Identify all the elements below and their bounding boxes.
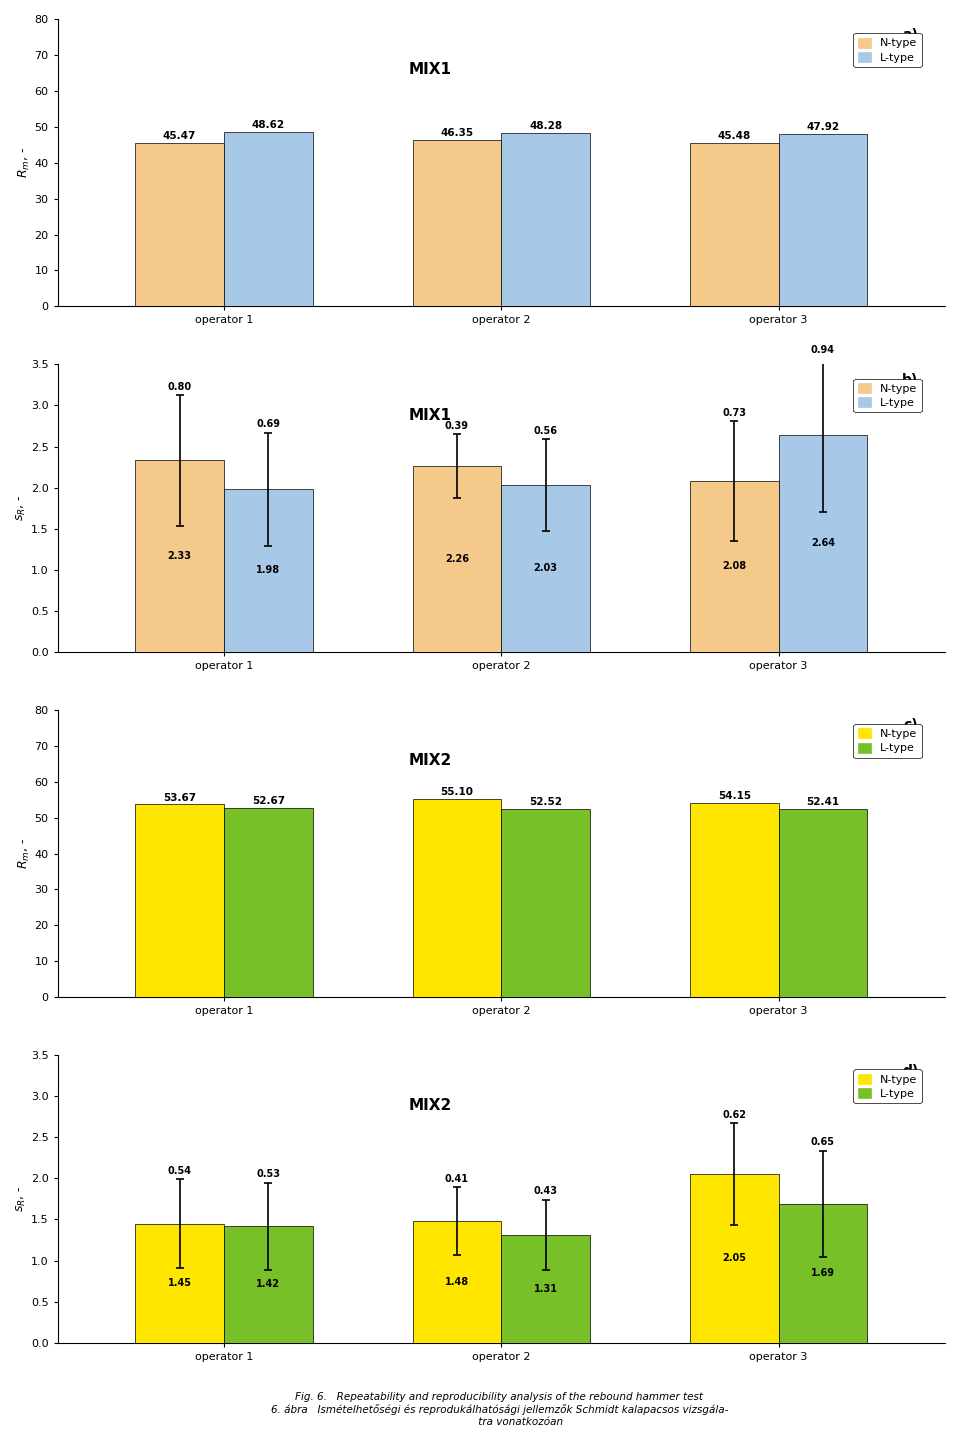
Text: 1.31: 1.31 (534, 1283, 558, 1293)
Text: 2.08: 2.08 (722, 561, 746, 571)
Text: 48.62: 48.62 (252, 120, 285, 130)
Text: 0.53: 0.53 (256, 1169, 280, 1179)
Text: 0.54: 0.54 (168, 1166, 192, 1176)
Legend: N-type, L-type: N-type, L-type (853, 379, 922, 413)
Y-axis label: $s_{R}$, -: $s_{R}$, - (15, 1186, 28, 1212)
Bar (779, 809, 867, 997)
Legend: N-type, L-type: N-type, L-type (853, 33, 922, 67)
Bar (224, 1226, 313, 1342)
Bar (501, 809, 590, 997)
Text: 47.92: 47.92 (806, 122, 840, 132)
Text: 0.80: 0.80 (168, 381, 192, 391)
Bar (690, 1174, 779, 1342)
Bar (501, 133, 590, 307)
Bar (224, 132, 313, 307)
Bar (224, 489, 313, 652)
Text: MIX2: MIX2 (409, 753, 452, 769)
Bar (224, 807, 313, 997)
Text: 2.26: 2.26 (445, 554, 469, 564)
Legend: N-type, L-type: N-type, L-type (853, 724, 922, 757)
Text: a): a) (902, 27, 919, 42)
Text: 55.10: 55.10 (441, 787, 473, 797)
Text: 1.45: 1.45 (168, 1278, 192, 1288)
Bar (413, 799, 501, 997)
Text: 0.41: 0.41 (445, 1174, 469, 1184)
Text: 2.05: 2.05 (722, 1253, 746, 1263)
Bar (413, 466, 501, 652)
Y-axis label: $R_{m}$, -: $R_{m}$, - (16, 837, 32, 869)
Text: 1.98: 1.98 (256, 565, 280, 575)
Bar (690, 480, 779, 652)
Bar (501, 1235, 590, 1342)
Text: 45.48: 45.48 (718, 130, 751, 141)
Text: 2.03: 2.03 (534, 564, 558, 574)
Bar (779, 135, 867, 307)
Text: 0.43: 0.43 (534, 1186, 558, 1196)
Text: 52.52: 52.52 (529, 797, 563, 807)
Text: 2.64: 2.64 (811, 538, 835, 548)
Text: 53.67: 53.67 (163, 793, 196, 803)
Text: 0.62: 0.62 (722, 1110, 746, 1120)
Text: 0.56: 0.56 (534, 426, 558, 436)
Bar (135, 460, 224, 652)
Bar (135, 143, 224, 307)
Text: 0.69: 0.69 (256, 419, 280, 429)
Bar (690, 143, 779, 307)
Text: 0.94: 0.94 (811, 344, 835, 354)
Text: Fig. 6.   Repeatability and reproducibility analysis of the rebound hammer test
: Fig. 6. Repeatability and reproducibilit… (271, 1392, 728, 1427)
Text: c): c) (903, 718, 919, 733)
Text: 1.69: 1.69 (811, 1268, 835, 1278)
Legend: N-type, L-type: N-type, L-type (853, 1070, 922, 1103)
Text: 54.15: 54.15 (718, 792, 751, 802)
Text: 0.65: 0.65 (811, 1137, 835, 1147)
Text: MIX1: MIX1 (409, 407, 452, 423)
Text: b): b) (902, 373, 919, 387)
Bar (779, 435, 867, 652)
Bar (413, 141, 501, 307)
Y-axis label: $s_{R}$, -: $s_{R}$, - (15, 495, 28, 522)
Text: 1.42: 1.42 (256, 1279, 280, 1289)
Text: 48.28: 48.28 (529, 120, 563, 130)
Text: 0.73: 0.73 (722, 407, 746, 417)
Bar (413, 1222, 501, 1342)
Text: 52.67: 52.67 (252, 796, 285, 806)
Bar (779, 1205, 867, 1342)
Text: 46.35: 46.35 (441, 128, 473, 138)
Text: 45.47: 45.47 (163, 132, 197, 141)
Text: MIX2: MIX2 (409, 1098, 452, 1113)
Text: MIX1: MIX1 (409, 62, 452, 77)
Text: 1.48: 1.48 (444, 1276, 469, 1286)
Bar (135, 804, 224, 997)
Bar (501, 485, 590, 652)
Bar (690, 803, 779, 997)
Text: 0.39: 0.39 (445, 422, 469, 432)
Y-axis label: $R_{m}$, -: $R_{m}$, - (16, 146, 32, 178)
Text: d): d) (902, 1064, 919, 1078)
Text: 52.41: 52.41 (806, 797, 840, 807)
Bar (135, 1223, 224, 1342)
Text: 2.33: 2.33 (168, 551, 192, 561)
